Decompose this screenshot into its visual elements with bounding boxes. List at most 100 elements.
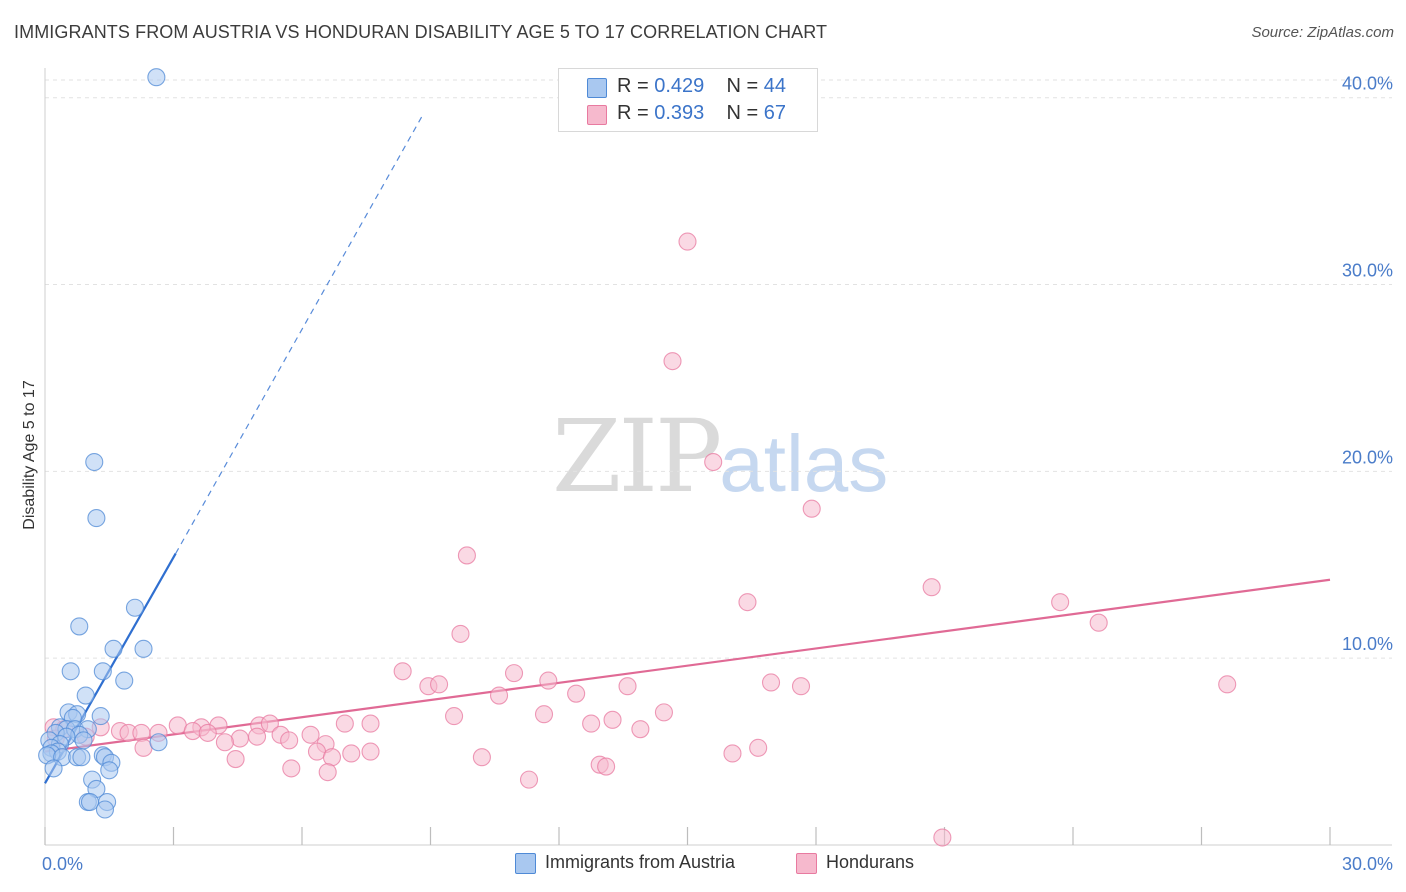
- data-point-hondurans: [361, 742, 380, 761]
- legend-swatch-austria: [587, 78, 607, 98]
- data-point-hondurans: [282, 759, 301, 778]
- data-point-hondurans: [230, 729, 249, 748]
- data-point-austria: [147, 68, 166, 87]
- data-point-hondurans: [749, 738, 768, 757]
- y-axis-label: Disability Age 5 to 17: [21, 380, 38, 530]
- data-point-hondurans: [472, 748, 491, 767]
- data-point-austria: [74, 731, 93, 750]
- legend-n-value: 44: [763, 75, 787, 97]
- bottom-legend-swatch-hondurans: [796, 853, 817, 874]
- data-point-hondurans: [247, 727, 267, 746]
- legend-swatch-hondurans: [587, 105, 607, 125]
- data-point-hondurans: [582, 714, 601, 733]
- data-point-hondurans: [451, 624, 470, 643]
- data-point-austria: [125, 598, 144, 617]
- data-point-austria: [61, 662, 80, 681]
- data-point-austria: [87, 509, 106, 528]
- data-point-hondurans: [342, 744, 361, 763]
- data-point-hondurans: [663, 352, 682, 371]
- data-point-hondurans: [603, 710, 622, 729]
- chart-title: IMMIGRANTS FROM AUSTRIA VS HONDURAN DISA…: [14, 22, 828, 42]
- legend-r-value: 0.429: [654, 75, 705, 97]
- data-point-hondurans: [678, 232, 697, 251]
- data-point-hondurans: [260, 714, 279, 733]
- data-point-hondurans: [301, 725, 320, 744]
- data-point-hondurans: [933, 828, 952, 847]
- source-credit: Source: ZipAtlas.com: [1251, 24, 1394, 41]
- trend-lines: [44, 116, 1331, 784]
- data-point-hondurans: [361, 714, 380, 733]
- data-point-hondurans: [504, 664, 524, 683]
- data-point-austria: [85, 452, 104, 472]
- data-point-hondurans: [335, 714, 354, 733]
- y-tick-label: 30.0%: [1342, 261, 1393, 281]
- data-point-hondurans: [723, 744, 742, 763]
- data-point-hondurans: [198, 723, 217, 742]
- data-point-hondurans: [597, 757, 616, 776]
- data-point-hondurans: [318, 763, 337, 782]
- data-point-austria: [80, 792, 100, 812]
- y-tick-label: 40.0%: [1342, 74, 1393, 94]
- data-point-hondurans: [802, 499, 821, 518]
- legend-n-value: 67: [763, 102, 787, 124]
- data-point-austria: [91, 707, 110, 726]
- watermark-atlas: atlas: [719, 419, 889, 508]
- data-point-hondurans: [534, 705, 554, 724]
- legend-n-label: N =: [726, 102, 764, 124]
- data-point-hondurans: [393, 662, 412, 681]
- data-point-austria: [134, 639, 153, 658]
- data-point-hondurans: [618, 677, 637, 696]
- y-tick-label: 20.0%: [1342, 447, 1393, 467]
- data-point-hondurans: [457, 546, 476, 565]
- data-point-hondurans: [1089, 613, 1108, 632]
- data-point-austria: [100, 761, 119, 780]
- data-point-hondurans: [631, 720, 650, 739]
- correlation-legend: R = 0.429 N = 44 R = 0.393 N = 67: [558, 68, 818, 132]
- bottom-legend-label-austria: Immigrants from Austria: [545, 852, 736, 872]
- legend-r-label: R =: [617, 102, 655, 124]
- data-point-hondurans: [791, 677, 811, 696]
- bottom-legend-label-hondurans: Hondurans: [826, 852, 915, 872]
- data-point-hondurans: [132, 723, 151, 742]
- legend-n-label: N =: [726, 75, 764, 97]
- legend-r-value: 0.393: [654, 102, 705, 124]
- data-point-hondurans: [539, 671, 558, 690]
- trend-line-austria-extrapolated: [175, 116, 423, 554]
- data-point-hondurans: [322, 748, 342, 767]
- data-point-hondurans: [704, 452, 723, 472]
- data-point-hondurans: [226, 750, 245, 769]
- data-point-hondurans: [280, 731, 299, 750]
- data-point-hondurans: [489, 686, 509, 705]
- data-point-hondurans: [567, 684, 586, 703]
- trend-line-hondurans: [44, 578, 1331, 753]
- gridlines: [45, 79, 1392, 659]
- legend-r-label: R =: [617, 75, 655, 97]
- watermark: ZIPatlas: [552, 398, 888, 515]
- data-point-hondurans: [1218, 675, 1237, 694]
- data-point-hondurans: [430, 675, 449, 694]
- data-points: [38, 68, 1237, 847]
- data-point-hondurans: [215, 733, 234, 752]
- data-point-hondurans: [1051, 593, 1070, 612]
- y-tick-label: 10.0%: [1342, 634, 1393, 654]
- data-point-hondurans: [738, 593, 757, 612]
- data-point-hondurans: [761, 673, 781, 692]
- watermark-zip: ZIP: [552, 398, 722, 515]
- x-tick-label: 30.0%: [1342, 854, 1393, 874]
- data-point-hondurans: [519, 770, 539, 789]
- data-point-austria: [76, 686, 95, 705]
- data-point-austria: [149, 733, 168, 752]
- data-point-austria: [72, 748, 91, 767]
- data-point-austria: [115, 671, 134, 690]
- data-point-austria: [44, 759, 63, 778]
- data-point-austria: [95, 800, 115, 819]
- data-point-austria: [70, 617, 89, 636]
- axes: [44, 68, 1392, 846]
- bottom-legend-swatch-austria: [515, 853, 536, 874]
- data-point-hondurans: [445, 707, 464, 726]
- data-point-hondurans: [183, 721, 202, 741]
- data-point-hondurans: [654, 703, 673, 722]
- data-point-austria: [93, 662, 112, 681]
- tick-labels: 10.0% 20.0% 30.0% 40.0% 0.0% 30.0%: [42, 74, 1393, 874]
